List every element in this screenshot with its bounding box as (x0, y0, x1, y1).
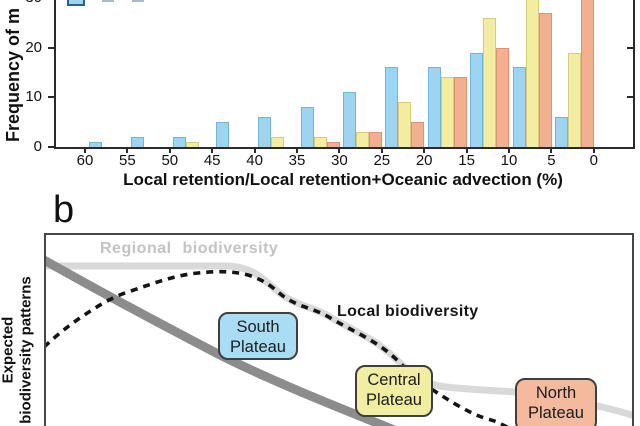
south-plateau-label-line1: South (236, 318, 280, 336)
north-plateau-label-line2: Plateau (528, 404, 584, 422)
north-plateau-label-line1: North (535, 384, 577, 402)
bar-yellow (567, 52, 581, 147)
x-tick-label: 15 (458, 152, 475, 169)
x-tick-mark (296, 149, 298, 153)
x-tick-label: 50 (161, 152, 179, 169)
central-plateau-label-line1: Central (367, 371, 421, 389)
y-tick-mark (48, 146, 54, 148)
panel-a: Frequency of m 60 55 50 45 40 35 30 25 20 15 10 5 0 0… (0, 0, 640, 200)
x-tick-mark (168, 149, 171, 153)
bar-yellow (525, 0, 539, 147)
x-tick-mark (84, 149, 86, 153)
legend-text-fragment (132, 0, 144, 2)
bar-blue (258, 117, 272, 147)
bar-orange (368, 132, 382, 147)
bar-orange (496, 47, 510, 147)
bar-blue (554, 117, 568, 147)
bar-blue (427, 67, 441, 147)
legend-swatch-blue (67, 0, 85, 6)
bar-yellow (483, 17, 497, 147)
x-tick-mark (592, 149, 595, 153)
x-tick-label: 5 (547, 152, 556, 169)
x-tick-label: 35 (288, 152, 306, 169)
bar-yellow (271, 137, 285, 147)
x-tick-label: 40 (246, 152, 263, 169)
bar-orange (326, 142, 340, 147)
bar-yellow (186, 142, 200, 147)
south-plateau-label-line2: Plateau (230, 338, 286, 356)
bar-blue (88, 142, 102, 147)
y-tick-label: 30 (10, 0, 42, 6)
panel-a-y-axis-label: Frequency of m (3, 7, 23, 143)
x-tick-label: 10 (500, 152, 518, 169)
panel-b-letter: b (53, 189, 75, 231)
x-tick-label: 25 (373, 152, 391, 169)
y-axis-left-spine (54, 0, 56, 149)
panel-b-y-axis-label-line2: biodiversity patterns (17, 276, 34, 424)
bar-yellow (440, 77, 454, 147)
local-biodiversity-curve (46, 269, 510, 426)
bar-orange (538, 12, 552, 147)
bar-yellow (355, 132, 369, 147)
x-tick-mark (380, 149, 383, 153)
bar-yellow (313, 137, 327, 147)
bar-blue (173, 137, 187, 147)
y-axis-right-spine (633, 0, 635, 149)
bar-orange (453, 77, 467, 147)
x-tick-mark (211, 149, 214, 153)
x-tick-label: 60 (76, 152, 94, 169)
x-tick-mark (338, 149, 341, 153)
y-tick-mark (48, 96, 54, 99)
x-tick-mark (508, 149, 510, 153)
panel-b-y-axis-label-line1: Expected (0, 316, 17, 384)
x-tick-mark (423, 149, 426, 153)
local-biodiversity-label: Local biodiversity (337, 303, 479, 320)
y-tick-label: 20 (25, 38, 42, 56)
x-axis-bottom-spine (54, 147, 635, 149)
bar-orange (411, 122, 425, 147)
regional-biodiversity-label: Regional biodiversity (100, 240, 279, 257)
central-plateau-box: Central Plateau (355, 365, 433, 417)
x-tick-mark (126, 149, 129, 153)
y-tick-mark-right (627, 96, 633, 99)
x-tick-label: 0 (589, 152, 598, 169)
bar-blue (512, 67, 526, 147)
y-tick-mark-right (627, 46, 633, 49)
central-plateau-label-line2: Plateau (366, 391, 422, 409)
x-tick-label: 30 (331, 152, 348, 169)
bar-blue (470, 52, 484, 147)
bar-blue (130, 137, 144, 147)
bar-blue (300, 107, 314, 147)
x-tick-mark (465, 149, 468, 153)
x-tick-label: 20 (415, 152, 433, 169)
bar-blue (215, 122, 229, 147)
y-tick-label: 10 (25, 88, 42, 106)
bar-yellow (398, 102, 412, 147)
panel-b-y-axis-label: Expected biodiversity patterns (0, 263, 36, 426)
y-tick-mark (48, 46, 54, 49)
y-tick-label: 0 (33, 138, 42, 155)
bar-blue (385, 67, 399, 147)
x-tick-label: 45 (203, 152, 221, 169)
north-plateau-box: North Plateau (515, 378, 597, 426)
x-tick-mark (550, 149, 553, 153)
x-tick-mark (253, 149, 256, 153)
bar-orange (580, 0, 594, 147)
south-plateau-box: South Plateau (218, 312, 298, 360)
panel-a-x-axis-label: Local retention/Local retention+Oceanic … (123, 170, 563, 189)
x-tick-label: 55 (119, 152, 136, 169)
legend-text-fragment (102, 0, 114, 2)
bar-blue (342, 92, 356, 147)
